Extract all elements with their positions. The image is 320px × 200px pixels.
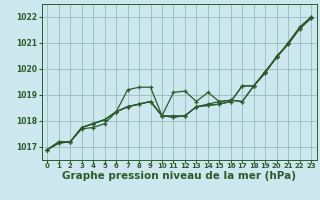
X-axis label: Graphe pression niveau de la mer (hPa): Graphe pression niveau de la mer (hPa) [62,171,296,181]
